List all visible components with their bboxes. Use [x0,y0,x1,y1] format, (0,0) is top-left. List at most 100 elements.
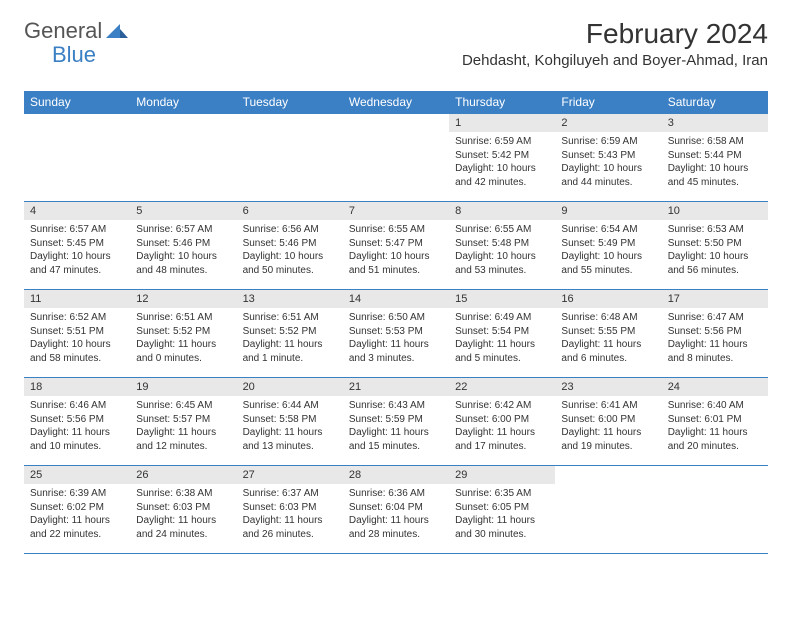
sunrise-text: Sunrise: 6:52 AM [30,311,124,325]
sunset-text: Sunset: 5:47 PM [349,237,443,251]
sunset-text: Sunset: 5:49 PM [561,237,655,251]
daylight-text: Daylight: 10 hours and 58 minutes. [30,338,124,365]
sunset-text: Sunset: 5:42 PM [455,149,549,163]
sunset-text: Sunset: 6:03 PM [243,501,337,515]
day-content: Sunrise: 6:48 AMSunset: 5:55 PMDaylight:… [555,308,661,368]
day-content: Sunrise: 6:54 AMSunset: 5:49 PMDaylight:… [555,220,661,280]
sunrise-text: Sunrise: 6:36 AM [349,487,443,501]
calendar-body: 1Sunrise: 6:59 AMSunset: 5:42 PMDaylight… [24,113,768,641]
calendar-cell: 4Sunrise: 6:57 AMSunset: 5:45 PMDaylight… [24,201,130,289]
daylight-text: Daylight: 11 hours and 8 minutes. [668,338,762,365]
sunset-text: Sunset: 5:48 PM [455,237,549,251]
day-content: Sunrise: 6:53 AMSunset: 5:50 PMDaylight:… [662,220,768,280]
sunset-text: Sunset: 5:58 PM [243,413,337,427]
daylight-text: Daylight: 11 hours and 22 minutes. [30,514,124,541]
calendar-cell: 8Sunrise: 6:55 AMSunset: 5:48 PMDaylight… [449,201,555,289]
calendar-cell: 6Sunrise: 6:56 AMSunset: 5:46 PMDaylight… [237,201,343,289]
sunrise-text: Sunrise: 6:49 AM [455,311,549,325]
sunset-text: Sunset: 5:52 PM [136,325,230,339]
day-number: 20 [237,377,343,396]
sunset-text: Sunset: 5:54 PM [455,325,549,339]
sunset-text: Sunset: 5:52 PM [243,325,337,339]
calendar-cell: 12Sunrise: 6:51 AMSunset: 5:52 PMDayligh… [130,289,236,377]
calendar-cell: 5Sunrise: 6:57 AMSunset: 5:46 PMDaylight… [130,201,236,289]
logo: General [24,18,130,44]
day-content: Sunrise: 6:51 AMSunset: 5:52 PMDaylight:… [237,308,343,368]
calendar-cell: 17Sunrise: 6:47 AMSunset: 5:56 PMDayligh… [662,289,768,377]
day-content: Sunrise: 6:59 AMSunset: 5:42 PMDaylight:… [449,132,555,192]
calendar-cell-empty [555,465,661,553]
day-content: Sunrise: 6:44 AMSunset: 5:58 PMDaylight:… [237,396,343,456]
day-header: Saturday [662,91,768,113]
sunrise-text: Sunrise: 6:55 AM [349,223,443,237]
day-number: 23 [555,377,661,396]
sunset-text: Sunset: 6:05 PM [455,501,549,515]
day-content: Sunrise: 6:46 AMSunset: 5:56 PMDaylight:… [24,396,130,456]
day-content: Sunrise: 6:38 AMSunset: 6:03 PMDaylight:… [130,484,236,544]
sunrise-text: Sunrise: 6:38 AM [136,487,230,501]
sunset-text: Sunset: 5:56 PM [668,325,762,339]
daylight-text: Daylight: 10 hours and 45 minutes. [668,162,762,189]
sunset-text: Sunset: 6:04 PM [349,501,443,515]
day-content: Sunrise: 6:58 AMSunset: 5:44 PMDaylight:… [662,132,768,192]
calendar-cell: 10Sunrise: 6:53 AMSunset: 5:50 PMDayligh… [662,201,768,289]
calendar-cell: 7Sunrise: 6:55 AMSunset: 5:47 PMDaylight… [343,201,449,289]
daylight-text: Daylight: 11 hours and 10 minutes. [30,426,124,453]
sunrise-text: Sunrise: 6:44 AM [243,399,337,413]
day-content: Sunrise: 6:35 AMSunset: 6:05 PMDaylight:… [449,484,555,544]
sunset-text: Sunset: 5:56 PM [30,413,124,427]
sunset-text: Sunset: 6:00 PM [455,413,549,427]
day-content: Sunrise: 6:50 AMSunset: 5:53 PMDaylight:… [343,308,449,368]
calendar-header-row: SundayMondayTuesdayWednesdayThursdayFrid… [24,91,768,113]
title-block: February 2024 Dehdasht, Kohgiluyeh and B… [462,18,768,69]
day-number: 12 [130,289,236,308]
calendar-cell: 11Sunrise: 6:52 AMSunset: 5:51 PMDayligh… [24,289,130,377]
day-number: 10 [662,201,768,220]
header: General February 2024 Dehdasht, Kohgiluy… [24,18,768,69]
calendar-cell: 19Sunrise: 6:45 AMSunset: 5:57 PMDayligh… [130,377,236,465]
sunrise-text: Sunrise: 6:55 AM [455,223,549,237]
calendar-cell: 16Sunrise: 6:48 AMSunset: 5:55 PMDayligh… [555,289,661,377]
sunrise-text: Sunrise: 6:42 AM [455,399,549,413]
day-header: Tuesday [237,91,343,113]
daylight-text: Daylight: 10 hours and 44 minutes. [561,162,655,189]
logo-text-2: Blue [52,42,96,67]
day-number: 22 [449,377,555,396]
sunrise-text: Sunrise: 6:43 AM [349,399,443,413]
day-number: 4 [24,201,130,220]
sunset-text: Sunset: 5:59 PM [349,413,443,427]
sunrise-text: Sunrise: 6:53 AM [668,223,762,237]
calendar-cell-empty [237,113,343,201]
daylight-text: Daylight: 11 hours and 26 minutes. [243,514,337,541]
sunrise-text: Sunrise: 6:41 AM [561,399,655,413]
day-number: 1 [449,113,555,132]
daylight-text: Daylight: 11 hours and 19 minutes. [561,426,655,453]
daylight-text: Daylight: 11 hours and 3 minutes. [349,338,443,365]
day-content: Sunrise: 6:56 AMSunset: 5:46 PMDaylight:… [237,220,343,280]
day-number: 7 [343,201,449,220]
calendar-cell: 26Sunrise: 6:38 AMSunset: 6:03 PMDayligh… [130,465,236,553]
day-content: Sunrise: 6:57 AMSunset: 5:45 PMDaylight:… [24,220,130,280]
day-content: Sunrise: 6:37 AMSunset: 6:03 PMDaylight:… [237,484,343,544]
daylight-text: Daylight: 10 hours and 55 minutes. [561,250,655,277]
daylight-text: Daylight: 11 hours and 12 minutes. [136,426,230,453]
calendar-bottom-border [24,553,768,641]
daylight-text: Daylight: 11 hours and 20 minutes. [668,426,762,453]
day-number: 3 [662,113,768,132]
daylight-text: Daylight: 11 hours and 28 minutes. [349,514,443,541]
sunrise-text: Sunrise: 6:48 AM [561,311,655,325]
daylight-text: Daylight: 10 hours and 50 minutes. [243,250,337,277]
location-text: Dehdasht, Kohgiluyeh and Boyer-Ahmad, Ir… [462,52,768,69]
daylight-text: Daylight: 10 hours and 56 minutes. [668,250,762,277]
sunset-text: Sunset: 5:57 PM [136,413,230,427]
sunset-text: Sunset: 5:43 PM [561,149,655,163]
sunrise-text: Sunrise: 6:50 AM [349,311,443,325]
calendar-cell: 23Sunrise: 6:41 AMSunset: 6:00 PMDayligh… [555,377,661,465]
sunset-text: Sunset: 5:51 PM [30,325,124,339]
sunrise-text: Sunrise: 6:45 AM [136,399,230,413]
day-number: 28 [343,465,449,484]
sunset-text: Sunset: 5:46 PM [243,237,337,251]
day-header: Friday [555,91,661,113]
day-number: 14 [343,289,449,308]
day-number: 5 [130,201,236,220]
